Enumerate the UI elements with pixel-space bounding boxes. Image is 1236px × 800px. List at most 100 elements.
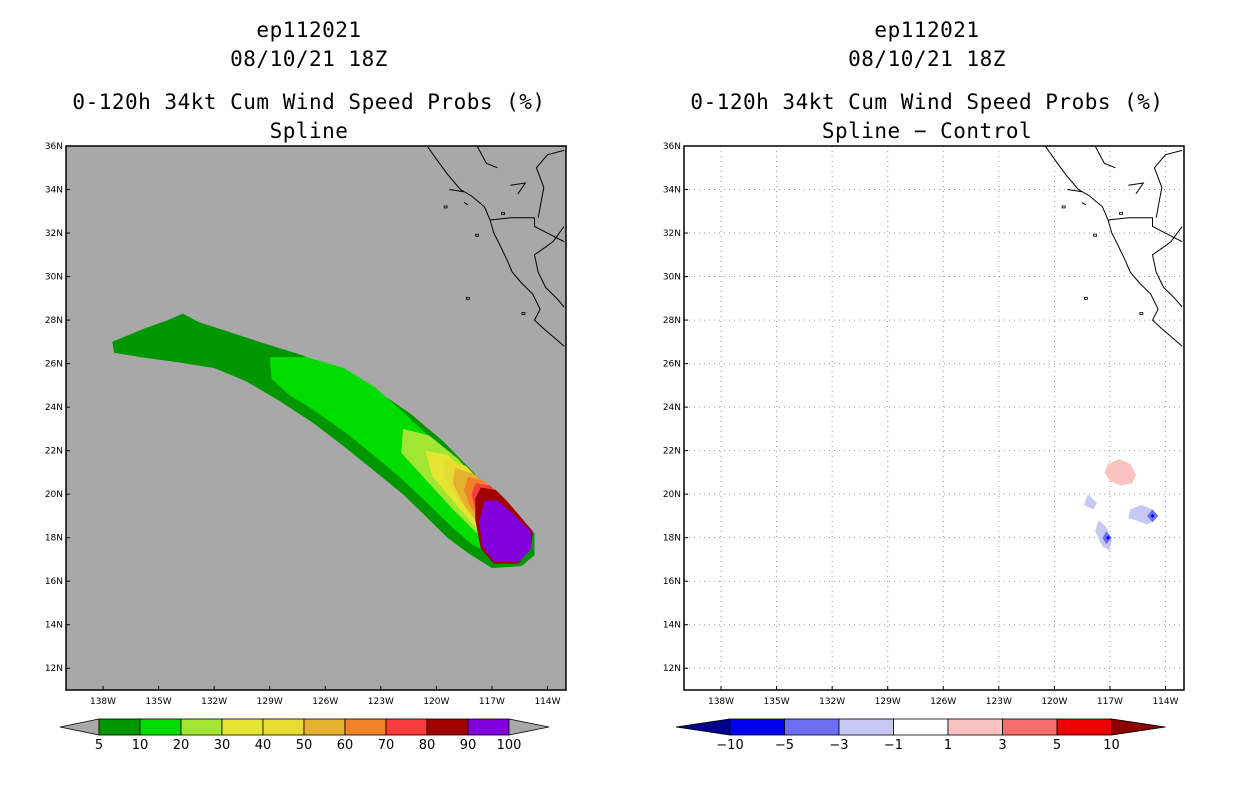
- colorbar-swatch: [221, 718, 264, 736]
- island: [465, 296, 470, 300]
- colorbar-label: −3: [829, 738, 848, 753]
- colorbar: −10 −5 −3 −1 1 3 5 10: [675, 718, 1166, 753]
- y-tick-label: 30N: [45, 273, 63, 283]
- contour-level-neg5: [1150, 513, 1155, 519]
- colorbar-swatch: [784, 718, 840, 736]
- y-tick-label: 36N: [45, 142, 63, 152]
- colorbar-label: 70: [378, 738, 395, 753]
- x-tick-label: 120W: [423, 697, 449, 707]
- island: [1083, 296, 1088, 300]
- left-panel: ep112021 08/10/21 18Z 0-120h 34kt Cum Wi…: [45, 18, 567, 753]
- x-tick-label: 126W: [930, 697, 956, 707]
- x-tick-label: 129W: [875, 697, 901, 707]
- right-panel: ep112021 08/10/21 18Z 0-120h 34kt Cum Wi…: [618, 0, 1236, 800]
- contour-level-1: [1104, 459, 1136, 486]
- y-tick-label: 16N: [45, 577, 63, 587]
- colorbar-label: −5: [775, 738, 794, 753]
- x-tick-label: 114W: [534, 697, 560, 707]
- colorbar-swatch: [467, 718, 510, 736]
- colorbar-label: −10: [716, 738, 743, 753]
- x-tick-label: 126W: [312, 697, 338, 707]
- colorbar-swatch: [426, 718, 469, 736]
- plot-frame: [65, 145, 567, 691]
- x-tick-label: 114W: [1152, 697, 1178, 707]
- x-tick-label: 135W: [764, 697, 790, 707]
- y-tick-label: 34N: [45, 186, 63, 196]
- coastline: [1081, 202, 1087, 206]
- coastline: [426, 146, 565, 347]
- colorbar-label: 10: [132, 738, 149, 753]
- coastline: [535, 149, 565, 218]
- y-tick-label: 18N: [663, 534, 681, 544]
- x-tick-label: 138W: [90, 697, 116, 707]
- y-tick-label: 26N: [663, 360, 681, 370]
- colorbar-swatch: [729, 718, 785, 736]
- colorbar-label: 100: [497, 738, 522, 753]
- contour-level-neg5: [1106, 535, 1110, 540]
- colorbar-label: 10: [1103, 738, 1120, 753]
- y-tick-label: 32N: [45, 229, 63, 239]
- coastline: [449, 189, 465, 193]
- colorbar-label: 1: [944, 738, 952, 753]
- map-layer: [684, 146, 1184, 690]
- contour-level-neg1: [1128, 505, 1155, 525]
- product-title: 0-120h 34kt Cum Wind Speed Probs (%): [72, 90, 546, 114]
- coastline: [476, 146, 498, 169]
- colorbar-swatch: [838, 718, 894, 736]
- colorbar-swatch: [947, 718, 1003, 736]
- map-layer: [112, 146, 565, 569]
- coastline: [1128, 182, 1145, 195]
- probability-map: 138W 135W 132W 129W 126W 123W 120W 117W 114W 36N 3…: [45, 142, 567, 753]
- y-tick-label: 22N: [45, 447, 63, 457]
- x-tick-label: 123W: [368, 697, 394, 707]
- storm-id: ep112021: [874, 18, 980, 42]
- y-tick-label: 14N: [45, 621, 63, 631]
- island: [1119, 212, 1123, 215]
- contour-level-90: [479, 500, 531, 562]
- colorbar-label: 5: [1053, 738, 1061, 753]
- coastline: [1094, 146, 1116, 169]
- y-tick-label: 28N: [663, 316, 681, 326]
- contour-level-neg1: [1084, 494, 1097, 510]
- y-tick-label: 12N: [663, 664, 681, 674]
- colorbar-swatch: [303, 718, 346, 736]
- coastline: [510, 182, 527, 195]
- y-tick-label: 16N: [663, 577, 681, 587]
- x-tick-label: 117W: [479, 697, 505, 707]
- x-tick-label: 135W: [146, 697, 172, 707]
- colorbar-swatch: [1056, 718, 1112, 736]
- x-tick-label: 117W: [1097, 697, 1123, 707]
- coastline: [1153, 149, 1183, 218]
- datetime: 08/10/21 18Z: [230, 47, 388, 71]
- x-tick-label: 129W: [257, 697, 283, 707]
- colorbar-over-arrow: [508, 718, 550, 736]
- product-title: 0-120h 34kt Cum Wind Speed Probs (%): [690, 90, 1164, 114]
- colorbar-swatch: [385, 718, 428, 736]
- storm-id: ep112021: [256, 18, 362, 42]
- colorbar-label: 20: [173, 738, 190, 753]
- x-tick-label: 132W: [819, 697, 845, 707]
- y-tick-label: 30N: [663, 273, 681, 283]
- coastline: [533, 226, 565, 308]
- colorbar-label: 80: [419, 738, 436, 753]
- colorbar-swatch: [344, 718, 387, 736]
- colorbar-under-arrow: [675, 718, 731, 736]
- colorbar-label: 30: [214, 738, 231, 753]
- x-tick-label: 138W: [708, 697, 734, 707]
- datetime: 08/10/21 18Z: [848, 47, 1006, 71]
- colorbar-swatch: [180, 718, 223, 736]
- coastline: [463, 202, 469, 206]
- y-tick-label: 36N: [663, 142, 681, 152]
- colorbar-label: −1: [884, 738, 903, 753]
- colorbar-over-arrow: [1111, 718, 1166, 736]
- y-tick-label: 24N: [663, 403, 681, 413]
- y-tick-label: 34N: [663, 186, 681, 196]
- y-tick-label: 14N: [663, 621, 681, 631]
- y-tick-label: 32N: [663, 229, 681, 239]
- y-tick-label: 20N: [663, 490, 681, 500]
- x-tick-label: 120W: [1041, 697, 1067, 707]
- coastline: [1108, 217, 1183, 243]
- y-tick-label: 20N: [45, 490, 63, 500]
- colorbar-label: 50: [296, 738, 313, 753]
- colorbar-swatch: [893, 718, 949, 736]
